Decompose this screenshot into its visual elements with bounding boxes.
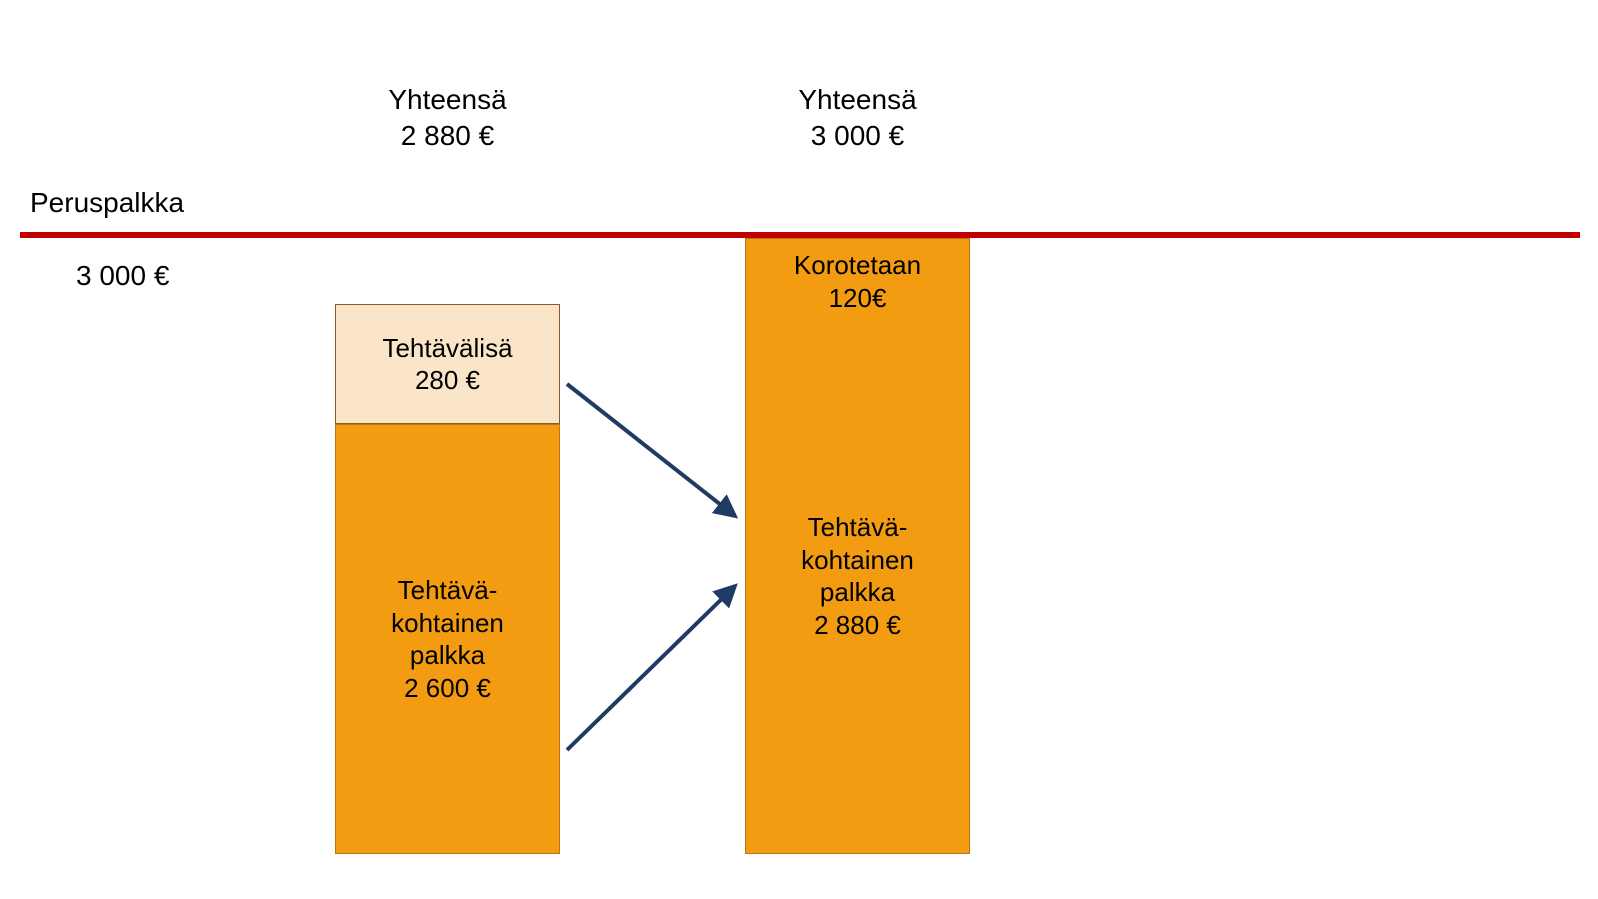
right-total-title: Yhteensä	[758, 82, 958, 117]
right-main-line3: palkka	[801, 576, 914, 609]
diagram-stage: Peruspalkka 3 000 € Yhteensä 2 880 € Yht…	[0, 0, 1598, 899]
left-bottom-line4: 2 600 €	[404, 672, 491, 705]
arrow-bottom	[567, 586, 735, 750]
left-top-line1: Tehtävälisä	[382, 332, 512, 365]
left-bottom-line2: kohtainen	[391, 607, 504, 640]
label-peruspalkka: Peruspalkka	[30, 185, 184, 220]
right-main-group: Tehtävä- kohtainen palkka 2 880 €	[801, 511, 914, 641]
right-main-line4: 2 880 €	[801, 609, 914, 642]
right-main-line1: Tehtävä-	[801, 511, 914, 544]
right-raise-line2: 120€	[746, 282, 969, 315]
label-peruspalkka-value: 3 000 €	[76, 258, 169, 293]
right-main-line2: kohtainen	[801, 544, 914, 577]
left-top-block: Tehtävälisä 280 €	[335, 304, 560, 424]
right-raise-line1: Korotetaan	[746, 249, 969, 282]
left-bottom-block: Tehtävä- kohtainen palkka 2 600 €	[335, 424, 560, 854]
left-bottom-line1: Tehtävä-	[398, 574, 498, 607]
left-total-title: Yhteensä	[348, 82, 548, 117]
left-total-value: 2 880 €	[348, 118, 548, 153]
right-block: Korotetaan 120€ Tehtävä- kohtainen palkk…	[745, 238, 970, 854]
arrow-top	[567, 384, 735, 516]
right-raise-group: Korotetaan 120€	[746, 249, 969, 314]
left-bottom-line3: palkka	[410, 639, 485, 672]
left-top-line2: 280 €	[415, 364, 480, 397]
right-total-value: 3 000 €	[758, 118, 958, 153]
